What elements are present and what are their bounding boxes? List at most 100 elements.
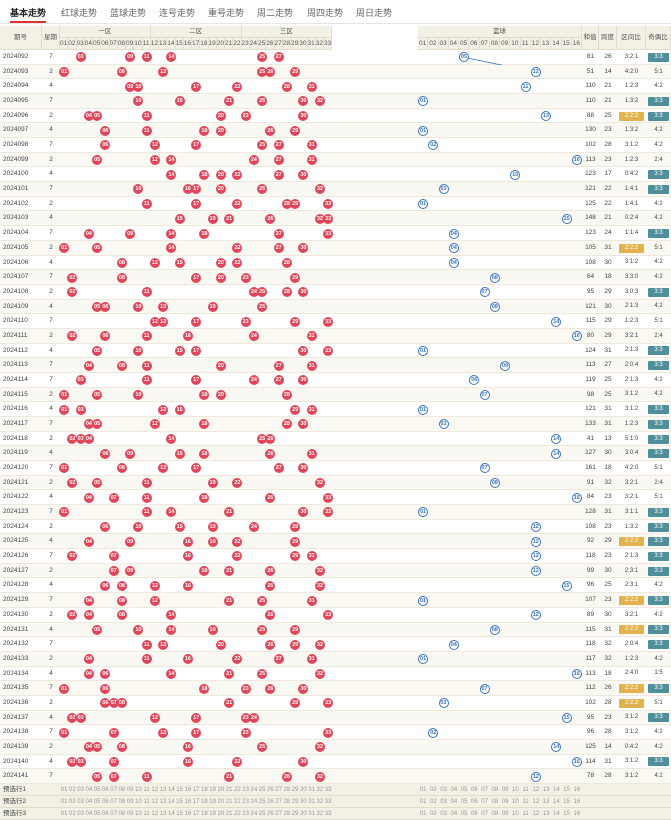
tab-3[interactable]: 蓝球走势 bbox=[110, 8, 147, 18]
draw-row bbox=[0, 255, 671, 271]
odd-even-badge: 3:3 bbox=[648, 419, 669, 429]
prediction-red-cell: 25 bbox=[258, 787, 266, 793]
period-cell: 2024112 bbox=[3, 346, 28, 354]
tab-2[interactable]: 红球走势 bbox=[61, 8, 98, 18]
period-cell: 2024129 bbox=[3, 596, 29, 604]
red-ball: 14 bbox=[166, 610, 177, 621]
draw-row bbox=[0, 328, 671, 344]
prediction-blue-cell: 12 bbox=[532, 787, 540, 793]
prediction-blue-cell: 01 bbox=[419, 799, 427, 805]
blue-ball: 01 bbox=[418, 125, 428, 136]
blue-ball: 07 bbox=[479, 389, 490, 400]
red-ball: 14 bbox=[166, 243, 177, 254]
red-ball: 22 bbox=[232, 243, 243, 254]
header-odd-even: 奇偶比 bbox=[646, 26, 671, 50]
period-cell: 2024111 bbox=[3, 331, 28, 339]
span-cell: 23 bbox=[604, 552, 612, 560]
header-red-number: 19 bbox=[208, 38, 217, 50]
red-ball: 08 bbox=[116, 698, 127, 709]
prediction-red-cell: 18 bbox=[201, 787, 208, 793]
odd-even-badge: 3:3 bbox=[648, 111, 669, 121]
prediction-red-cell: 06 bbox=[102, 799, 109, 805]
prediction-red-cell: 11 bbox=[143, 787, 150, 793]
trend-chart-grid: 期号 星期 一区 二区 三区 篮球 和值 跨度 区间比 奇偶比 01 02 03 04 05 06 07 08 09… bbox=[0, 26, 671, 820]
weekday-cell: 7 bbox=[49, 375, 53, 383]
red-ball: 30 bbox=[298, 111, 309, 122]
red-ball: 32 bbox=[314, 213, 325, 224]
red-ball: 02 bbox=[67, 551, 78, 562]
prediction-blue-cell: 05 bbox=[460, 799, 468, 805]
tab-7[interactable]: 周四走势 bbox=[307, 8, 344, 18]
blue-ball: 12 bbox=[530, 551, 541, 562]
sum-cell: 102 bbox=[585, 698, 596, 706]
red-ball: 14 bbox=[166, 228, 177, 239]
tab-8[interactable]: 周日走势 bbox=[356, 8, 393, 18]
odd-even-badge: 3:3 bbox=[648, 625, 669, 635]
span-cell: 25 bbox=[604, 111, 612, 119]
odd-even-badge: 5:1 bbox=[654, 699, 663, 706]
prediction-blue-cell: 13 bbox=[542, 811, 550, 817]
red-ball: 13 bbox=[158, 404, 169, 415]
tab-6[interactable]: 周二走势 bbox=[257, 8, 294, 18]
red-ball: 26 bbox=[265, 67, 276, 78]
prediction-red-cell: 03 bbox=[77, 799, 84, 805]
weekday-cell: 2 bbox=[49, 522, 53, 530]
tab-1[interactable]: 基本走势 bbox=[10, 8, 47, 18]
blue-ball: 02 bbox=[428, 727, 439, 738]
red-ball: 31 bbox=[306, 155, 317, 166]
weekday-cell: 7 bbox=[49, 229, 53, 237]
draw-row bbox=[0, 387, 671, 403]
odd-even-badge: 1:5 bbox=[654, 670, 663, 677]
red-ball: 30 bbox=[298, 345, 309, 356]
sum-cell: 108 bbox=[585, 258, 596, 266]
red-ball: 07 bbox=[108, 756, 119, 767]
red-ball: 21 bbox=[224, 96, 235, 107]
red-ball: 16 bbox=[182, 184, 193, 195]
red-ball: 08 bbox=[116, 272, 127, 283]
red-ball: 20 bbox=[215, 272, 226, 283]
red-ball: 32 bbox=[314, 639, 325, 650]
prediction-red-cell: 30 bbox=[300, 811, 307, 817]
red-ball: 31 bbox=[306, 448, 317, 459]
span-cell: 23 bbox=[604, 155, 612, 163]
blue-ball: 08 bbox=[489, 624, 500, 635]
sum-cell: 121 bbox=[585, 405, 596, 413]
draw-row bbox=[0, 534, 671, 550]
red-ball: 17 bbox=[191, 345, 202, 356]
red-ball: 12 bbox=[149, 419, 160, 430]
sum-cell: 113 bbox=[585, 155, 596, 163]
header-span: 跨度 bbox=[599, 26, 617, 50]
weekday-cell: 7 bbox=[49, 185, 53, 193]
red-ball: 12 bbox=[149, 316, 160, 327]
tab-5[interactable]: 重号走势 bbox=[208, 8, 245, 18]
header-red-number: 04 bbox=[84, 38, 93, 50]
red-ball: 04 bbox=[83, 360, 94, 371]
header-red-number: 05 bbox=[93, 38, 102, 50]
zone-ratio-badge: 0:4:2 bbox=[624, 171, 639, 178]
zone-ratio-badge: 2:3:1 bbox=[624, 582, 639, 589]
red-ball: 08 bbox=[116, 742, 127, 753]
red-ball: 16 bbox=[182, 331, 193, 342]
prediction-red-cell: 03 bbox=[77, 787, 84, 793]
red-ball: 26 bbox=[265, 448, 276, 459]
period-cell: 2024115 bbox=[3, 390, 28, 398]
red-ball: 27 bbox=[273, 360, 284, 371]
red-ball: 30 bbox=[298, 96, 309, 107]
span-cell: 28 bbox=[604, 141, 612, 149]
prediction-red-cell: 15 bbox=[176, 811, 183, 817]
red-ball: 14 bbox=[166, 507, 177, 518]
red-ball: 18 bbox=[199, 566, 210, 577]
red-ball: 09 bbox=[125, 81, 136, 92]
sum-cell: 98 bbox=[586, 390, 595, 398]
prediction-blue-cell: 02 bbox=[430, 787, 437, 793]
tab-4[interactable]: 连号走势 bbox=[159, 8, 196, 18]
period-cell: 2024095 bbox=[3, 97, 29, 105]
blue-ball: 07 bbox=[479, 287, 490, 298]
prediction-blue-cell: 02 bbox=[430, 811, 437, 817]
weekday-cell: 2 bbox=[49, 742, 53, 750]
zone-ratio-badge: 3:2:1 bbox=[624, 494, 639, 501]
span-cell: 21 bbox=[604, 214, 612, 222]
prediction-red-cell: 03 bbox=[77, 811, 84, 817]
red-ball: 19 bbox=[207, 624, 218, 635]
red-ball: 05 bbox=[92, 624, 103, 635]
